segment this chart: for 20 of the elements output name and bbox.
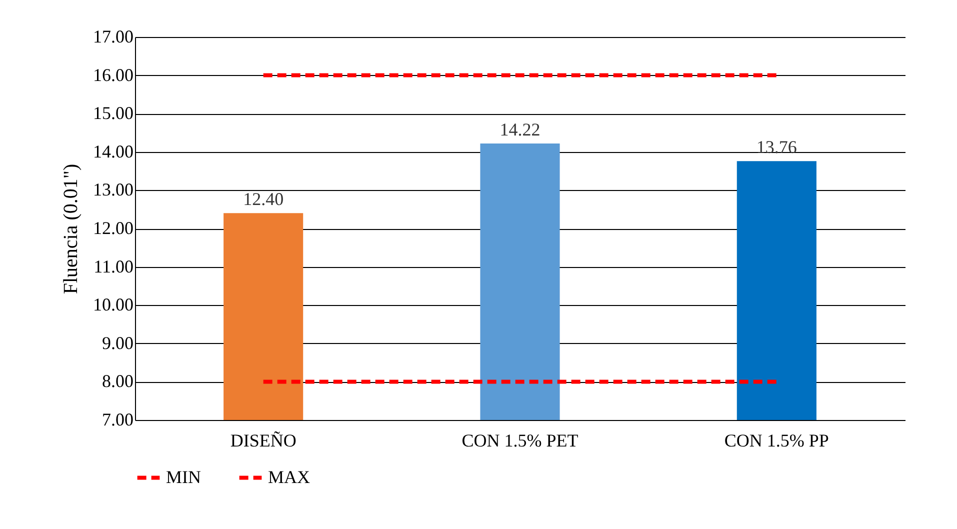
y-tick-label: 17.00 [93,26,134,46]
x-tick-label: CON 1.5% PP [724,430,829,450]
y-tick-label: 15.00 [93,103,134,124]
legend-label: MIN [166,466,201,487]
y-tick-label: 14.00 [93,141,134,162]
y-tick-label: 13.00 [93,180,134,200]
y-tick-label: 11.00 [94,256,134,276]
y-tick-label: 16.00 [93,64,134,85]
data-label: 14.22 [500,119,540,140]
y-tick-label: 9.00 [102,332,134,353]
x-tick-label: CON 1.5% PET [462,430,578,450]
x-tick-label: DISEÑO [230,430,296,450]
y-tick-label: 8.00 [102,371,134,392]
data-label: 12.40 [243,189,284,210]
legend-label: MAX [268,466,310,487]
y-tick-label: 7.00 [102,410,134,430]
y-axis-title: Fluencia (0.01") [60,164,82,294]
y-tick-label: 10.00 [93,294,134,315]
y-tick-label: 12.00 [93,218,134,238]
data-label: 13.76 [756,137,797,158]
